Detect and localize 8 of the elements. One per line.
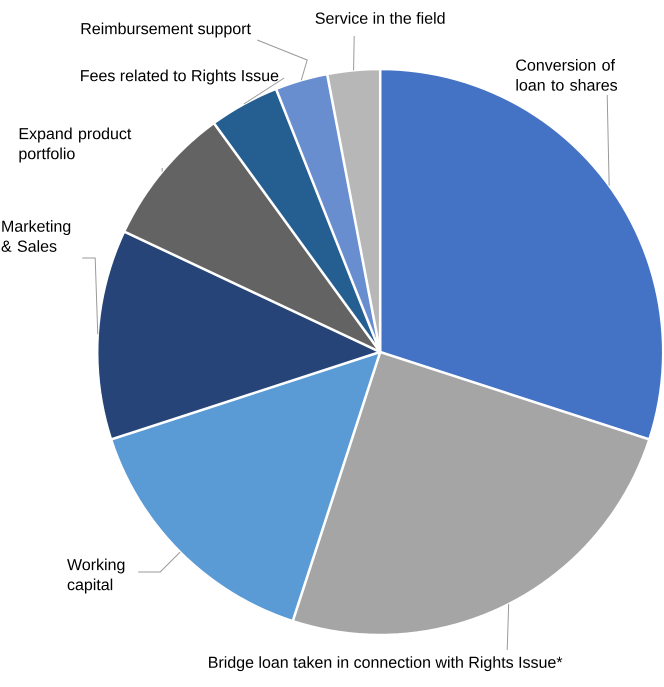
slice-label: Working capital [66,558,124,594]
slice-label: Conversion of loan to shares [516,59,617,91]
slice-label: Reimbursement support [81,22,251,38]
slice-label: Bridge loan taken in connection with Rights Issue* [208,656,562,672]
slice-label: Expand product portfolio [19,128,131,162]
slice-label: Marketing & Sales [1,220,70,252]
slice-label: Service in the field [315,12,444,24]
slice-label: Fees related to Rights Issue [80,70,278,84]
